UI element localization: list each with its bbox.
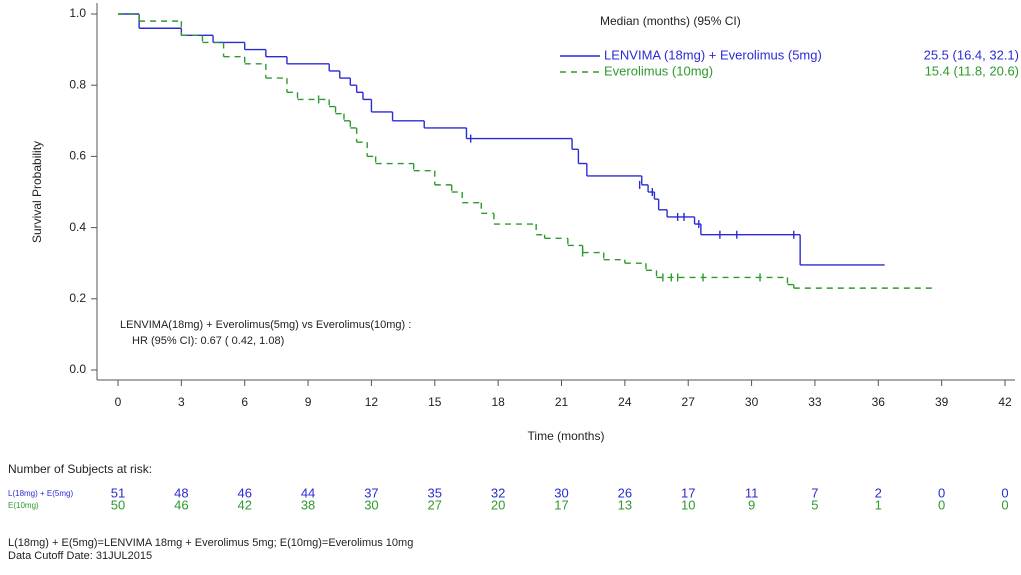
risk-count: 0 — [938, 485, 945, 500]
risk-count: 37 — [364, 485, 378, 500]
x-tick-label: 0 — [115, 395, 122, 409]
legend-label: LENVIMA (18mg) + Everolimus (5mg) — [604, 47, 822, 62]
y-tick-label: 0.8 — [69, 77, 86, 91]
x-tick-label: 21 — [555, 395, 569, 409]
risk-count: 7 — [811, 485, 818, 500]
risk-count: 11 — [745, 485, 759, 500]
risk-count: 32 — [491, 485, 505, 500]
risk-count: 0 — [938, 497, 945, 512]
risk-count: 9 — [748, 497, 755, 512]
x-tick-label: 15 — [428, 395, 442, 409]
risk-count: 17 — [681, 485, 695, 500]
risk-count: 30 — [364, 497, 378, 512]
x-tick-label: 42 — [998, 395, 1012, 409]
y-tick-label: 0.2 — [69, 291, 86, 305]
x-tick-label: 6 — [241, 395, 248, 409]
risk-count: 46 — [174, 497, 188, 512]
footnote: L(18mg) + E(5mg)=LENVIMA 18mg + Everolim… — [8, 537, 413, 549]
risk-count: 26 — [618, 485, 632, 500]
risk-count: 44 — [301, 485, 315, 500]
risk-count: 50 — [111, 497, 125, 512]
risk-count: 13 — [618, 497, 632, 512]
x-tick-label: 36 — [872, 395, 886, 409]
x-axis-label: Time (months) — [528, 429, 605, 443]
annotation: HR (95% CI): 0.67 ( 0.42, 1.08) — [132, 335, 284, 347]
x-tick-label: 24 — [618, 395, 632, 409]
x-tick-label: 39 — [935, 395, 949, 409]
risk-count: 1 — [875, 497, 882, 512]
y-tick-label: 0.4 — [69, 220, 86, 234]
risk-count: 35 — [428, 485, 442, 500]
risk-title: Number of Subjects at risk: — [8, 462, 152, 476]
y-tick-label: 1.0 — [69, 6, 86, 20]
x-tick-label: 12 — [365, 395, 379, 409]
risk-count: 10 — [681, 497, 695, 512]
risk-count: 51 — [111, 485, 125, 500]
y-tick-label: 0.6 — [69, 149, 86, 163]
risk-count: 42 — [237, 497, 251, 512]
risk-count: 38 — [301, 497, 315, 512]
risk-count: 0 — [1001, 497, 1008, 512]
legend-title: Median (months) (95% CI) — [600, 14, 741, 28]
risk-row-label: L(18mg) + E(5mg) — [8, 489, 73, 498]
legend-median: 25.5 (16.4, 32.1) — [924, 47, 1019, 62]
y-tick-label: 0.0 — [69, 362, 86, 376]
y-axis-label: Survival Probability — [30, 141, 44, 243]
annotation: LENVIMA(18mg) + Everolimus(5mg) vs Evero… — [120, 319, 411, 331]
risk-count: 0 — [1001, 485, 1008, 500]
x-tick-label: 27 — [682, 395, 696, 409]
risk-count: 2 — [875, 485, 882, 500]
x-tick-label: 33 — [808, 395, 822, 409]
risk-count: 30 — [554, 485, 568, 500]
x-tick-label: 18 — [491, 395, 505, 409]
x-tick-label: 3 — [178, 395, 185, 409]
risk-count: 20 — [491, 497, 505, 512]
legend-median: 15.4 (11.8, 20.6) — [925, 63, 1019, 78]
x-tick-label: 9 — [305, 395, 312, 409]
risk-count: 27 — [428, 497, 442, 512]
footnote: Data Cutoff Date: 31JUL2015 — [8, 550, 152, 562]
risk-count: 5 — [811, 497, 818, 512]
risk-count: 48 — [174, 485, 188, 500]
x-tick-label: 30 — [745, 395, 759, 409]
risk-count: 17 — [554, 497, 568, 512]
legend-label: Everolimus (10mg) — [604, 63, 713, 78]
risk-count: 46 — [237, 485, 251, 500]
risk-row-label: E(10mg) — [8, 501, 39, 510]
